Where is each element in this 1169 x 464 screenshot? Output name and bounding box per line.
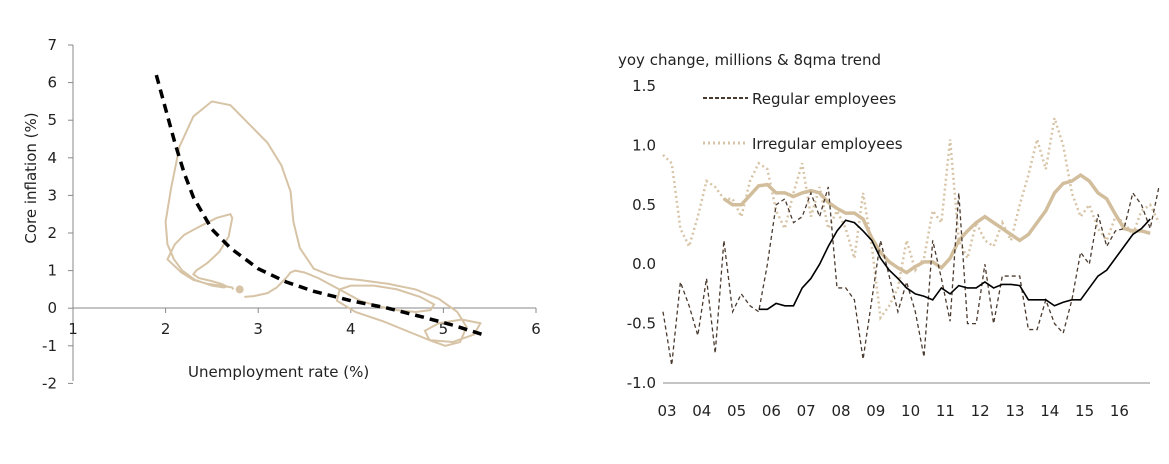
- irregular-employees-trend-line: [722, 172, 1151, 275]
- left-path-start-marker: [235, 285, 244, 294]
- left-x-ticks: 1 2 3 4 5 6: [68, 308, 541, 338]
- legend-label-regular: Regular employees: [752, 90, 896, 108]
- left-y-tick-label: -2: [42, 374, 57, 392]
- left-x-tick-label: 2: [161, 320, 171, 338]
- right-legend: Regular employees Irregular employees: [703, 90, 903, 153]
- right-x-tick-label: 04: [692, 402, 711, 420]
- left-y-ticks: 7 6 5 4 3 2 1 0 -1 -2: [42, 36, 73, 392]
- regular-employees-trend-line: [758, 218, 1151, 311]
- left-x-tick-label: 5: [439, 320, 449, 338]
- left-y-tick-label: 6: [47, 74, 57, 92]
- left-y-tick-label: 3: [47, 186, 57, 204]
- right-y-tick-label: 1.0: [632, 136, 656, 154]
- left-y-axis-label: Core inflation (%): [22, 112, 40, 243]
- right-x-tick-label: 09: [866, 402, 885, 420]
- left-x-tick-label: 1: [68, 320, 78, 338]
- left-x-tick-label: 6: [531, 320, 541, 338]
- right-y-tick-label: 0.0: [632, 255, 656, 273]
- left-y-tick-label: 5: [47, 111, 57, 129]
- right-chart-title: yoy change, millions & 8qma trend: [618, 51, 881, 69]
- right-x-tick-label: 10: [901, 402, 920, 420]
- legend-label-irregular: Irregular employees: [752, 135, 903, 153]
- right-x-tick-label: 06: [762, 402, 781, 420]
- left-y-tick-label: -1: [42, 337, 57, 355]
- left-x-tick-label: 3: [253, 320, 263, 338]
- left-y-tick-label: 2: [47, 224, 57, 242]
- left-fitted-curve: [154, 74, 486, 337]
- right-y-tick-label: 0.5: [632, 196, 656, 214]
- left-y-tick-label: 7: [47, 36, 57, 54]
- right-x-tick-label: 13: [1005, 402, 1024, 420]
- right-x-tick-label: 03: [657, 402, 676, 420]
- right-chart: yoy change, millions & 8qma trend 1.5 1.0…: [618, 51, 1161, 420]
- right-x-tick-label: 16: [1110, 402, 1129, 420]
- left-y-tick-label: 4: [47, 149, 57, 167]
- right-x-tick-label: 08: [831, 402, 850, 420]
- right-x-ticks: 03 04 05 06 07 08 09 10 11 12 13 14 15 16: [657, 402, 1128, 420]
- right-y-tick-label: 1.5: [632, 77, 656, 95]
- right-x-tick-label: 11: [936, 402, 955, 420]
- right-x-tick-label: 12: [971, 402, 990, 420]
- left-x-axis-label: Unemployment rate (%): [188, 363, 369, 381]
- right-x-tick-label: 05: [727, 402, 746, 420]
- right-y-tick-label: -1.0: [627, 374, 656, 392]
- right-y-ticks: 1.5 1.0 0.5 0.0 -0.5 -1.0: [627, 77, 656, 392]
- right-x-tick-label: 14: [1040, 402, 1059, 420]
- right-x-tick-label: 07: [797, 402, 816, 420]
- left-observed-path-line: [164, 100, 482, 347]
- right-x-tick-label: 15: [1075, 402, 1094, 420]
- irregular-employees-line: [662, 117, 1161, 321]
- left-y-tick-label: 0: [47, 299, 57, 317]
- right-y-tick-label: -0.5: [627, 315, 656, 333]
- left-y-tick-label: 1: [47, 262, 57, 280]
- left-x-tick-label: 4: [346, 320, 356, 338]
- regular-employees-line: [662, 186, 1160, 366]
